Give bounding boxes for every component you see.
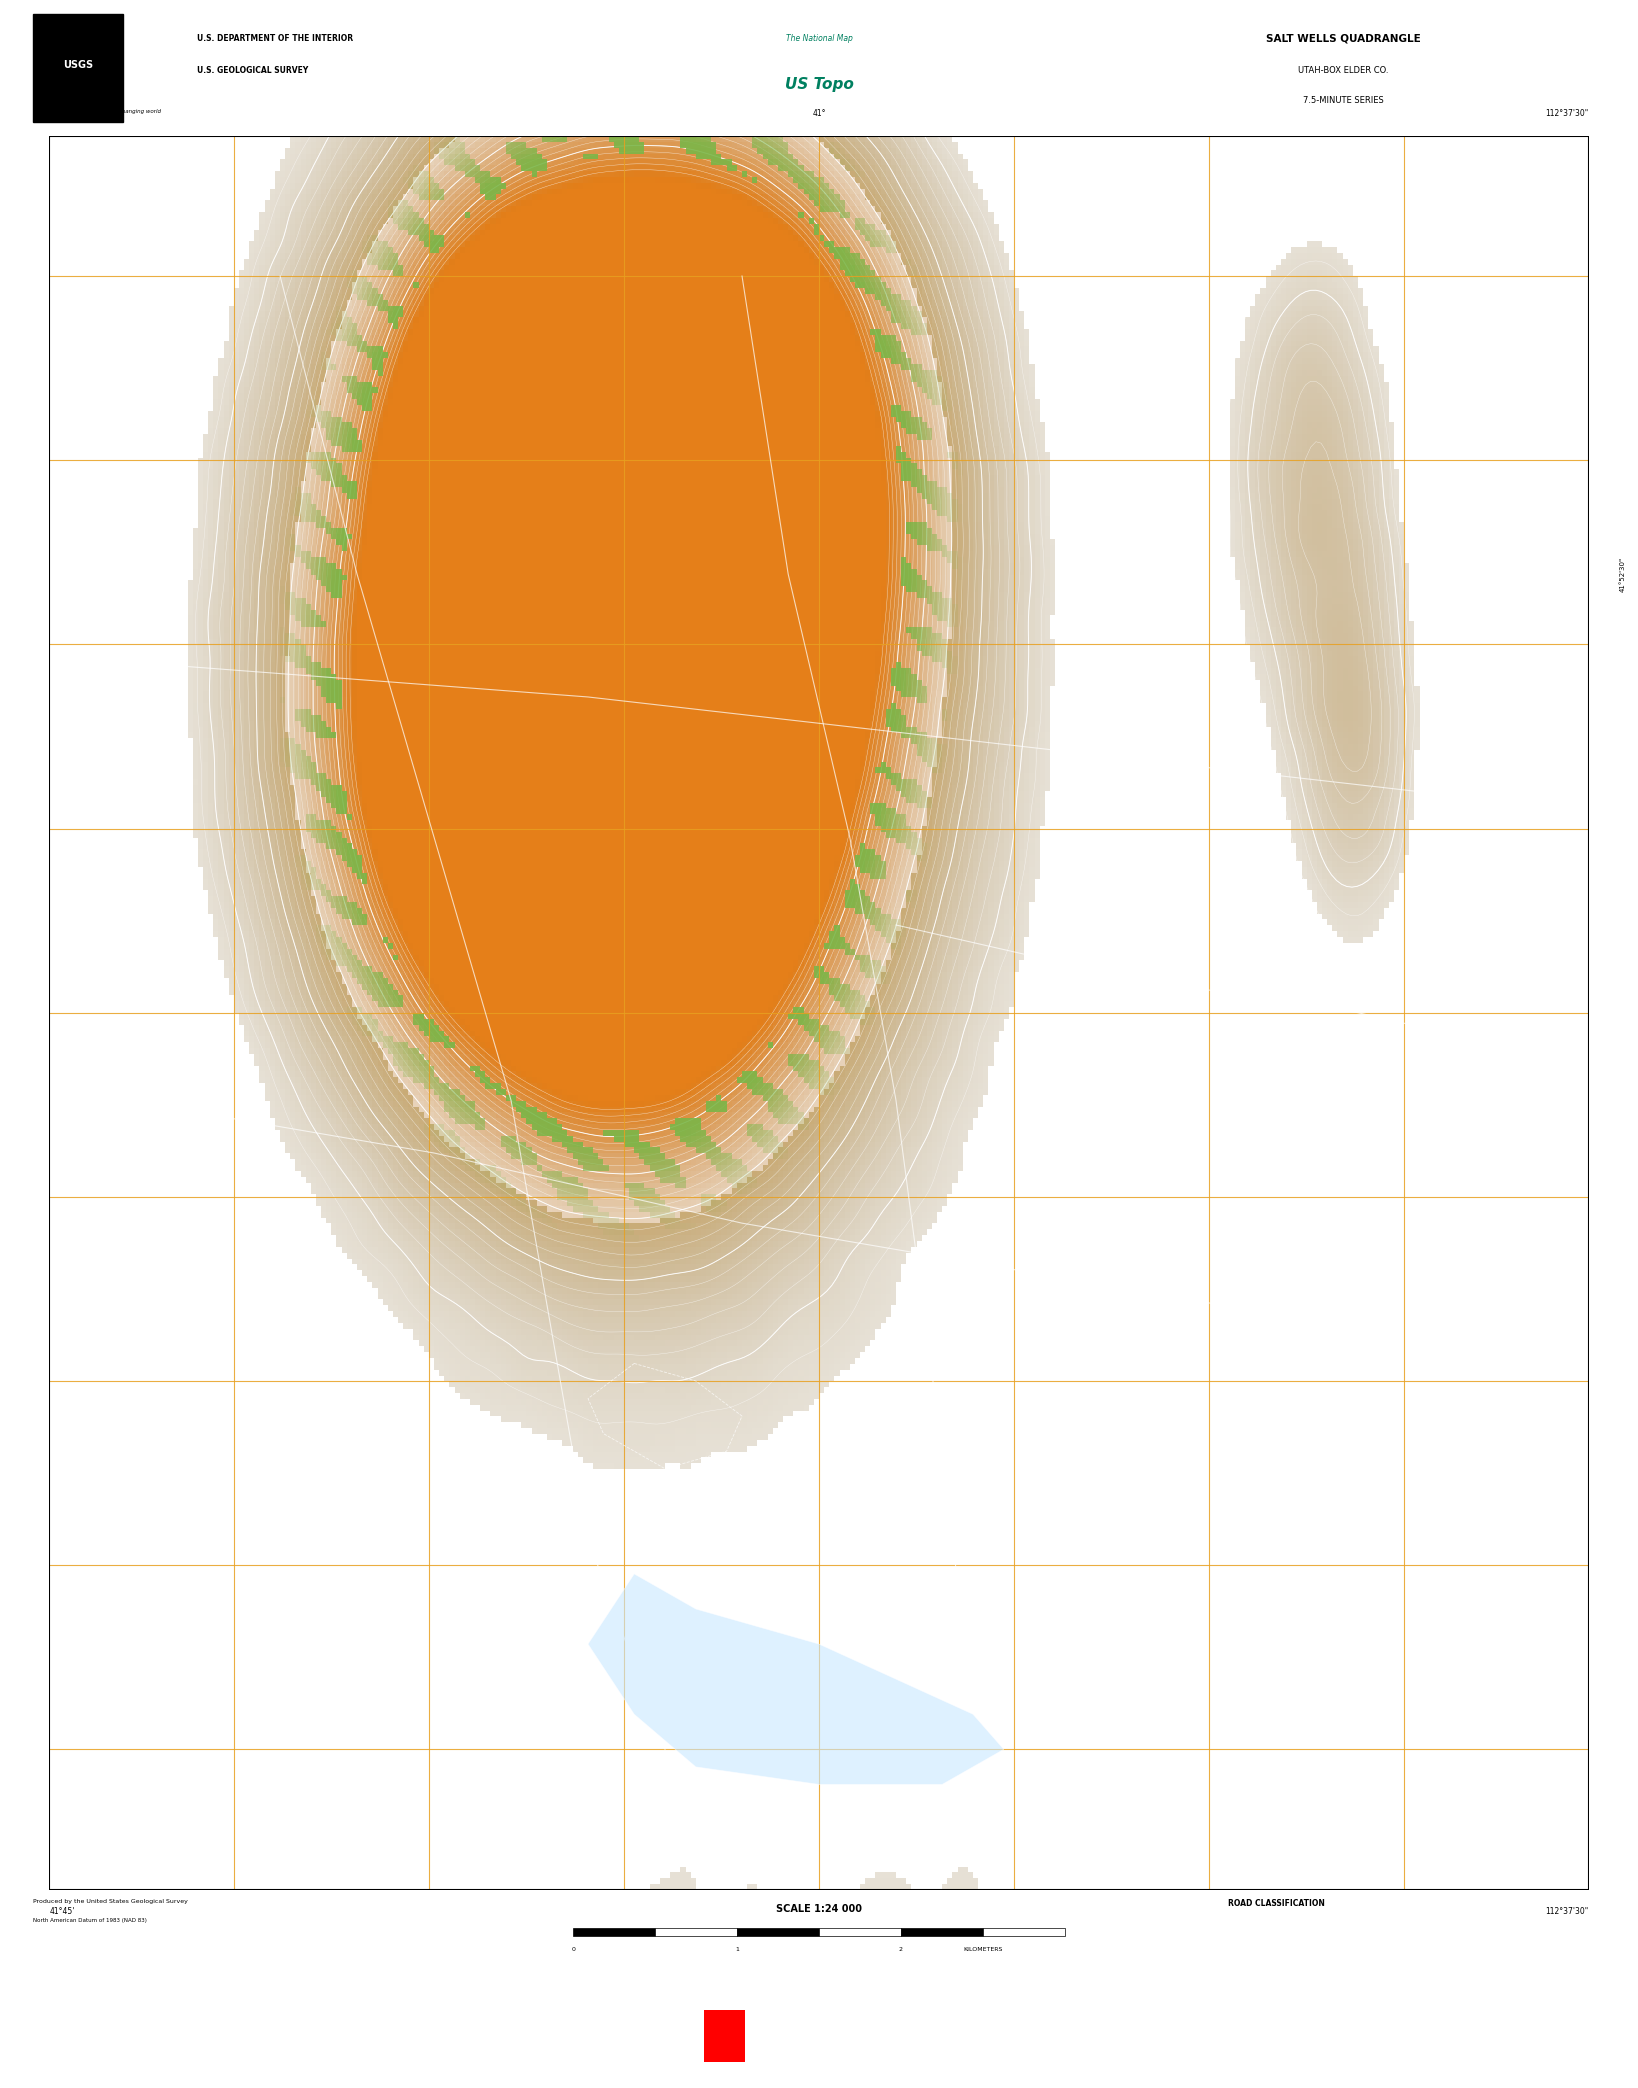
Bar xyxy=(33,15,123,121)
Text: 1: 1 xyxy=(735,1946,739,1952)
Text: SCALE 1:24 000: SCALE 1:24 000 xyxy=(776,1904,862,1915)
Text: KILOMETERS: KILOMETERS xyxy=(963,1946,1002,1952)
Bar xyxy=(573,1927,655,1936)
Text: UTAH-BOX ELDER CO.: UTAH-BOX ELDER CO. xyxy=(1297,67,1389,75)
Text: 2: 2 xyxy=(899,1946,903,1952)
Polygon shape xyxy=(588,1574,1004,1785)
Text: USGS: USGS xyxy=(64,61,93,71)
Bar xyxy=(901,1927,983,1936)
Text: 0: 0 xyxy=(572,1946,575,1952)
Text: Produced by the United States Geological Survey: Produced by the United States Geological… xyxy=(33,1900,188,1904)
Bar xyxy=(737,1927,819,1936)
Text: U.S. GEOLOGICAL SURVEY: U.S. GEOLOGICAL SURVEY xyxy=(197,67,308,75)
Text: 7.5-MINUTE SERIES: 7.5-MINUTE SERIES xyxy=(1302,96,1384,104)
Text: 41°: 41° xyxy=(812,109,826,119)
Text: US Topo: US Topo xyxy=(785,77,853,92)
Bar xyxy=(704,2009,745,2063)
Text: ROAD CLASSIFICATION: ROAD CLASSIFICATION xyxy=(1228,1900,1325,1908)
Text: science for a changing world: science for a changing world xyxy=(82,109,161,113)
Text: 41°52'30": 41°52'30" xyxy=(1620,557,1625,591)
Text: The National Map: The National Map xyxy=(786,33,852,42)
Text: North American Datum of 1983 (NAD 83): North American Datum of 1983 (NAD 83) xyxy=(33,1917,147,1923)
Text: 112°42': 112°42' xyxy=(49,109,79,119)
Text: SALT WELLS QUADRANGLE: SALT WELLS QUADRANGLE xyxy=(1266,33,1420,44)
Text: 112°37'30": 112°37'30" xyxy=(1546,109,1589,119)
Text: 41°45': 41°45' xyxy=(49,1906,74,1917)
Text: 112°37'30": 112°37'30" xyxy=(1546,1906,1589,1917)
Bar xyxy=(983,1927,1065,1936)
Bar xyxy=(655,1927,737,1936)
Bar xyxy=(819,1927,901,1936)
Text: U.S. DEPARTMENT OF THE INTERIOR: U.S. DEPARTMENT OF THE INTERIOR xyxy=(197,33,352,42)
